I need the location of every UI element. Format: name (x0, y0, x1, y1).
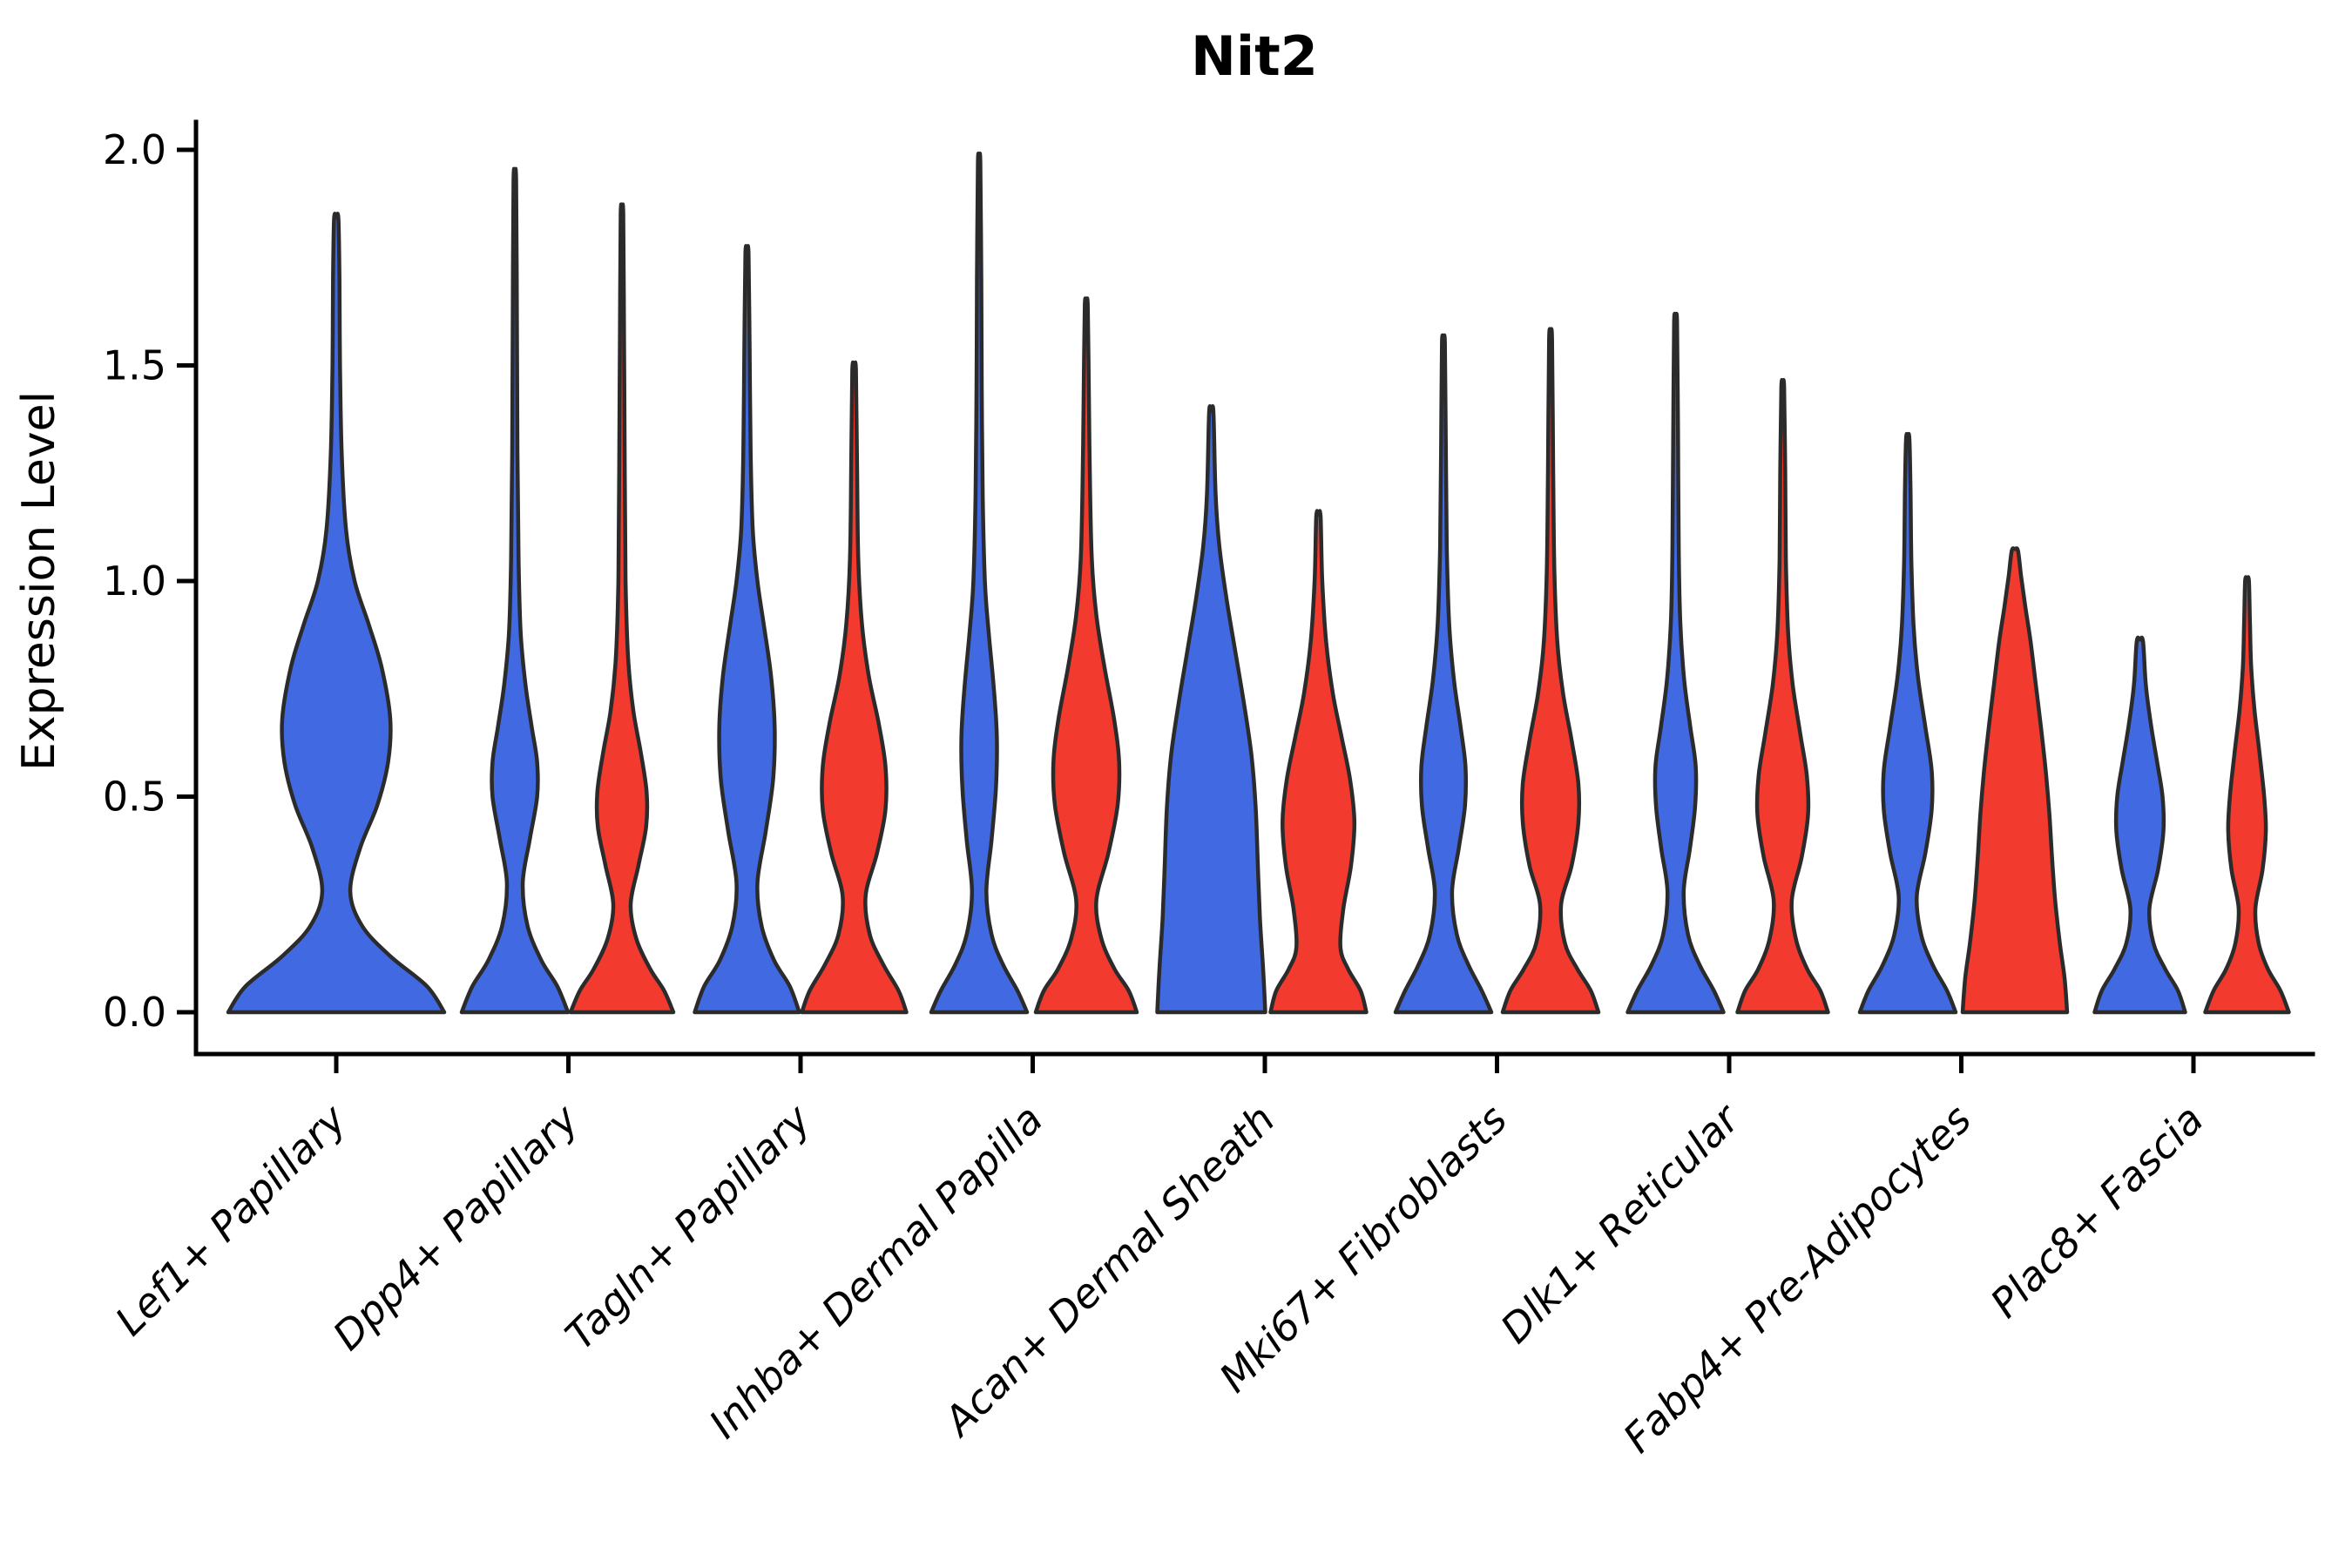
axes (177, 119, 2315, 1073)
y-tick-label-0.5: 0.5 (103, 774, 166, 821)
x-tick-label-plac8-fascia: Plac8+ Fascia (1981, 1096, 2212, 1327)
violin-mki67-fibroblasts-red (1500, 327, 1601, 1015)
y-axis-label: Expression Level (13, 391, 65, 771)
y-tick-label-2.0: 2.0 (103, 126, 166, 173)
x-tick-label-lef1-papillary: Lef1+ Papillary (106, 1095, 355, 1344)
violin-dlk1-reticular-red (1735, 377, 1830, 1015)
chart-title: Nit2 (1191, 24, 1318, 88)
x-tick-label-dpp4-papillary: Dpp4+ Papillary (324, 1095, 588, 1359)
x-tick-label-dlk1-reticular: Dlk1+ Reticular (1491, 1093, 1750, 1352)
violin-fabp4-pre-adipocytes-blue (1857, 431, 1958, 1015)
violin-plot-area (226, 152, 2291, 1015)
violin-fabp4-pre-adipocytes-red (1960, 546, 2070, 1015)
violin-inhba-dermal-papilla-blue (929, 152, 1030, 1015)
violin-inhba-dermal-papilla-red (1033, 296, 1139, 1015)
violin-acan-dermal-sheath-blue (1155, 404, 1267, 1015)
violin-tagln-papillary-red (800, 360, 909, 1015)
violin-tagln-papillary-blue (693, 244, 801, 1015)
y-tick-label-0.0: 0.0 (103, 989, 166, 1036)
violin-dpp4-papillary-blue (459, 166, 571, 1015)
violin-plac8-fascia-blue (2092, 635, 2187, 1015)
violin-dlk1-reticular-blue (1625, 311, 1726, 1015)
y-tick-label-1.0: 1.0 (103, 558, 166, 605)
violin-plac8-fascia-red (2203, 575, 2291, 1015)
violin-mki67-fibroblasts-blue (1393, 333, 1494, 1015)
x-tick-label-tagln-papillary: Tagln+ Papillary (556, 1095, 820, 1359)
violin-dpp4-papillary-red (568, 202, 676, 1015)
violin-lef1-papillary-blue (226, 212, 447, 1015)
y-tick-label-1.5: 1.5 (103, 342, 166, 389)
violin-acan-dermal-sheath-red (1268, 509, 1369, 1015)
